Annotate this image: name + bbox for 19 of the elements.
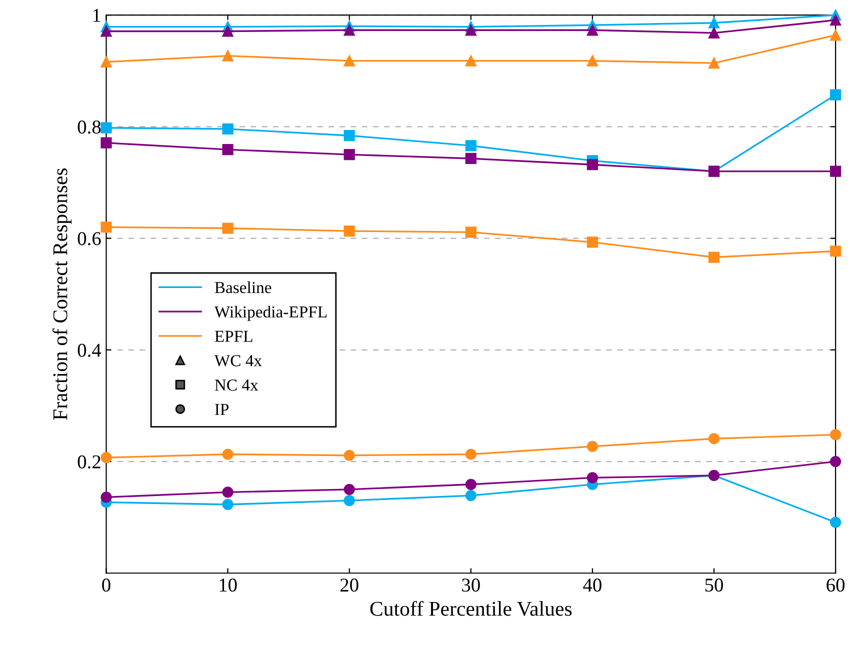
x-tick-label: 60 bbox=[826, 578, 845, 592]
y-tick-label: 0.4 bbox=[78, 344, 102, 357]
y-axis-title: Fraction of Correct Responses bbox=[52, 168, 72, 420]
y-tick-label: 0.6 bbox=[78, 232, 101, 246]
x-tick-label: 30 bbox=[462, 578, 480, 592]
annotation: IP bbox=[214, 404, 229, 415]
legend-label: Wikipedia-EPFL bbox=[214, 306, 327, 321]
x-tick-label: 0 bbox=[102, 578, 110, 592]
x-tick-label: 20 bbox=[340, 578, 358, 592]
y-tick-label: 1 bbox=[93, 8, 100, 22]
annotation: WC 4x bbox=[214, 355, 262, 366]
x-tick-label: 10 bbox=[220, 578, 237, 592]
x-axis-title: Cutoff Percentile Values bbox=[370, 600, 572, 616]
x-tick-label: 50 bbox=[705, 578, 723, 592]
y-tick-label: 0.2 bbox=[78, 455, 100, 469]
x-tick-label: 40 bbox=[583, 578, 602, 592]
legend-label: Baseline bbox=[214, 281, 272, 294]
annotation: NC 4x bbox=[214, 379, 258, 391]
legend-label: EPFL bbox=[214, 330, 252, 342]
